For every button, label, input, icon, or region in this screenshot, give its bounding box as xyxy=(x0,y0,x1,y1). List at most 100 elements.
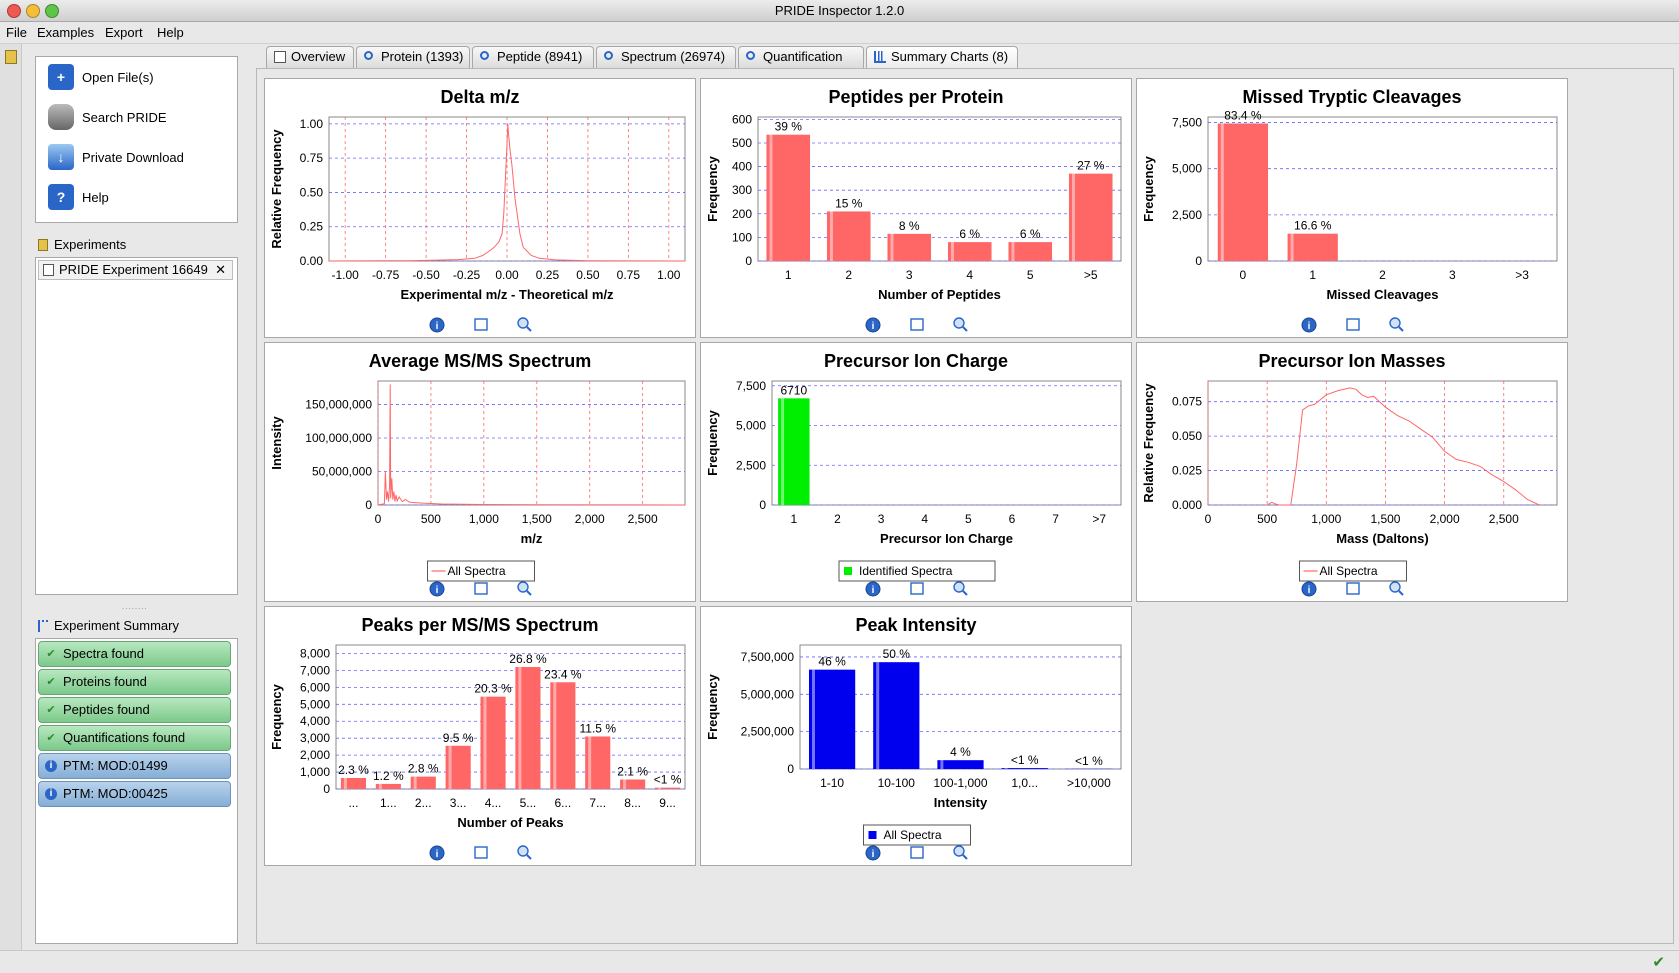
summary-charts-panel: Delta m/z 0.00 0.25 0.50 0.75 1.00 Relative Fr… xyxy=(256,68,1674,944)
summary-peptides-found[interactable]: ✔ Peptides found xyxy=(38,697,231,723)
chart-info-icon[interactable]: i xyxy=(429,845,445,861)
search-icon xyxy=(746,51,755,60)
y-tick-label: 50,000,000 xyxy=(312,464,372,478)
chart-info-icon[interactable]: i xyxy=(1301,581,1317,597)
chart-fullscreen-icon[interactable] xyxy=(910,318,924,331)
tab-protein[interactable]: Protein (1393) xyxy=(356,46,470,68)
x-tick-label: 2,000 xyxy=(1430,512,1460,526)
chart-fullscreen-icon[interactable] xyxy=(474,846,488,859)
x-tick-label: 0.50 xyxy=(576,268,600,282)
private-download-action[interactable]: ↓ Private Download xyxy=(48,139,184,175)
tab-peptide[interactable]: Peptide (8941) xyxy=(472,46,594,68)
chart-panel-peaks-per-spectrum: Peaks per MS/MS Spectrum 0 1,000 2,000 3,000… xyxy=(264,606,696,866)
x-axis-label: Mass (Daltons) xyxy=(1336,531,1428,546)
summary-item-label: PTM: MOD:01499 xyxy=(63,758,168,773)
chart-title: Missed Tryptic Cleavages xyxy=(1242,87,1462,107)
open-files-label: Open File(s) xyxy=(82,69,154,85)
legend-swatch xyxy=(868,831,877,839)
bar xyxy=(375,783,401,789)
bar-highlight xyxy=(553,682,557,789)
summary-proteins-found[interactable]: ✔ Proteins found xyxy=(38,669,231,695)
bar-value-label: 6 % xyxy=(1020,227,1041,241)
summary-spectra-found[interactable]: ✔ Spectra found xyxy=(38,641,231,667)
tab-quantification[interactable]: Quantification xyxy=(738,46,864,68)
chart-zoom-icon[interactable] xyxy=(517,845,532,860)
chart-fullscreen-icon[interactable] xyxy=(1346,582,1360,595)
x-axis-label: Intensity xyxy=(934,795,988,810)
experiments-toggle-icon[interactable] xyxy=(5,50,17,64)
x-tick-label: 2,500 xyxy=(628,512,658,526)
tab-summary-charts[interactable]: Summary Charts (8) xyxy=(866,46,1018,68)
y-tick-label: 4,000 xyxy=(300,714,330,728)
check-icon: ✔ xyxy=(46,648,56,660)
y-tick-label: 0 xyxy=(323,782,330,796)
svg-text:i: i xyxy=(872,585,875,596)
x-tick-label: 5 xyxy=(1027,268,1034,282)
tab-spectrum[interactable]: Spectrum (26974) xyxy=(596,46,736,68)
close-window-button[interactable] xyxy=(7,4,21,18)
menu-export[interactable]: Export xyxy=(105,25,143,40)
x-tick-label: 6 xyxy=(1009,512,1016,526)
chart-zoom-icon[interactable] xyxy=(953,845,968,860)
x-tick-label: 2,500 xyxy=(1489,512,1519,526)
chart-zoom-icon[interactable] xyxy=(953,581,968,596)
menu-examples[interactable]: Examples xyxy=(37,25,95,40)
action-panel: + Open File(s) Search PRIDE ↓ Private Do… xyxy=(35,56,238,223)
chart-zoom-icon[interactable] xyxy=(517,581,532,596)
minimize-window-button[interactable] xyxy=(26,4,40,18)
chart-info-icon[interactable]: i xyxy=(429,317,445,333)
chart-info-icon[interactable]: i xyxy=(429,581,445,597)
chart-fullscreen-icon[interactable] xyxy=(474,318,488,331)
help-action[interactable]: ? Help xyxy=(48,179,109,215)
chart-fullscreen-icon[interactable] xyxy=(474,582,488,595)
x-tick-label: 1,0... xyxy=(1011,776,1038,790)
x-axis-label: Experimental m/z - Theoretical m/z xyxy=(400,287,614,302)
close-experiment-icon[interactable]: ✕ xyxy=(215,262,226,277)
summary-quantifications-found[interactable]: ✔ Quantifications found xyxy=(38,725,231,751)
summary-ptm-00425[interactable]: i PTM: MOD:00425 xyxy=(38,781,231,807)
x-tick-label: 1,000 xyxy=(469,512,499,526)
bar-highlight xyxy=(483,696,487,789)
chart-zoom-icon[interactable] xyxy=(953,317,968,332)
summary-item-label: Proteins found xyxy=(63,674,147,689)
experiment-item[interactable]: PRIDE Experiment 16649 ✕ xyxy=(38,260,233,280)
bar-value-label: 16.6 % xyxy=(1294,219,1332,233)
legend-label: All Spectra xyxy=(448,564,506,578)
x-tick-label: 0 xyxy=(1240,268,1247,282)
summary-ptm-01499[interactable]: i PTM: MOD:01499 xyxy=(38,753,231,779)
menu-file[interactable]: File xyxy=(6,25,27,40)
bar xyxy=(445,745,471,789)
bar xyxy=(826,211,871,261)
chart-panel-precursor-masses: Precursor Ion Masses 0.000 0.025 0.050 0.075… xyxy=(1136,342,1568,602)
chart-zoom-icon[interactable] xyxy=(1389,581,1404,596)
chart-fullscreen-icon[interactable] xyxy=(1346,318,1360,331)
y-axis-label: Relative Frequency xyxy=(269,129,284,249)
experiment-document-icon xyxy=(43,264,54,276)
y-tick-label: 0.00 xyxy=(300,254,324,268)
bar-highlight xyxy=(769,134,773,261)
chart-info-icon[interactable]: i xyxy=(1301,317,1317,333)
bar xyxy=(1001,768,1048,769)
y-tick-label: 0 xyxy=(365,498,372,512)
tab-label: Protein (1393) xyxy=(381,49,464,64)
bar-highlight xyxy=(588,736,592,789)
search-pride-action[interactable]: Search PRIDE xyxy=(48,99,167,135)
chart-info-icon[interactable]: i xyxy=(865,317,881,333)
tab-overview[interactable]: Overview xyxy=(266,46,354,68)
chart-fullscreen-icon[interactable] xyxy=(910,846,924,859)
sidebar-splitter[interactable]: ........ xyxy=(122,602,148,611)
chart-fullscreen-icon[interactable] xyxy=(910,582,924,595)
experiment-summary-title: Experiment Summary xyxy=(54,618,179,633)
x-tick-label: 0.75 xyxy=(617,268,641,282)
chart-zoom-icon[interactable] xyxy=(1389,317,1404,332)
y-tick-label: 0.75 xyxy=(300,151,324,165)
menu-help[interactable]: Help xyxy=(157,25,184,40)
chart-zoom-icon[interactable] xyxy=(517,317,532,332)
y-tick-label: 0.000 xyxy=(1172,498,1202,512)
bar xyxy=(515,667,541,789)
open-files-action[interactable]: + Open File(s) xyxy=(48,59,154,95)
zoom-window-button[interactable] xyxy=(45,4,59,18)
chart-info-icon[interactable]: i xyxy=(865,581,881,597)
x-tick-label: >3 xyxy=(1515,268,1529,282)
chart-info-icon[interactable]: i xyxy=(865,845,881,861)
